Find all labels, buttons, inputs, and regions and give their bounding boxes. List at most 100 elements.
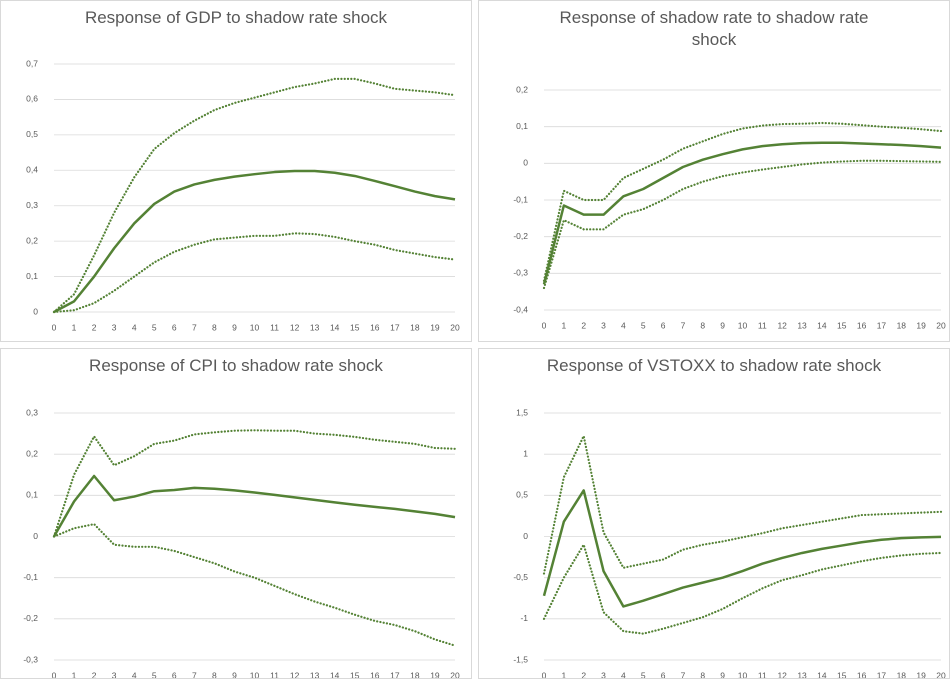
- x-tick-label: 0: [542, 320, 547, 330]
- x-tick-label: 3: [601, 320, 606, 330]
- y-tick-label: 0: [33, 306, 38, 316]
- x-tick-label: 9: [720, 320, 725, 330]
- x-tick-label: 2: [581, 670, 586, 678]
- y-tick-label: 0,5: [26, 129, 38, 139]
- x-tick-label: 5: [152, 322, 157, 332]
- x-tick-label: 10: [250, 670, 260, 678]
- x-tick-label: 11: [758, 670, 767, 678]
- chart: -1,5-1-0,500,511,50 1 2 3 4 5 6 7 8 9 10 11 12 13 14 15…: [513, 407, 946, 678]
- chart-panel: Response of CPI to shadow rate shock -0,3…: [0, 348, 472, 679]
- x-tick-label: 13: [310, 670, 320, 678]
- y-tick-label: 0,3: [26, 200, 38, 210]
- x-tick-label: 2: [581, 320, 586, 330]
- x-tick-label: 1: [561, 670, 566, 678]
- x-tick-label: 4: [621, 320, 626, 330]
- x-tick-label: 12: [290, 670, 300, 678]
- x-tick-label: 18: [410, 670, 420, 678]
- x-tick-label: 2: [92, 670, 97, 678]
- x-tick-label: 20: [450, 322, 460, 332]
- x-tick-label: 1: [561, 320, 566, 330]
- x-tick-label: 8: [212, 670, 217, 678]
- y-tick-label: 0,5: [516, 490, 528, 500]
- x-tick-label: 12: [777, 320, 787, 330]
- x-tick-label: 7: [192, 322, 197, 332]
- x-tick-label: 18: [897, 670, 907, 678]
- y-tick-label: 0,1: [26, 271, 38, 281]
- chart: -0,4-0,3-0,2-0,100,10,20 1 2 3 4 5 6 7 8 9 10 11 12 1…: [513, 84, 946, 330]
- y-tick-label: 0,2: [516, 84, 528, 94]
- x-tick-label: 19: [916, 320, 926, 330]
- y-tick-label: 0,3: [26, 407, 38, 417]
- band-line: [542, 434, 943, 575]
- x-tick-label: 19: [430, 322, 440, 332]
- x-tick-label: 14: [330, 322, 340, 332]
- x-tick-label: 7: [681, 670, 686, 678]
- band-line: [542, 543, 943, 635]
- y-tick-label: -1: [520, 613, 528, 623]
- band-line: [52, 77, 457, 314]
- y-tick-label: 0,2: [26, 235, 38, 245]
- x-tick-label: 13: [797, 320, 807, 330]
- response-line: [52, 474, 456, 538]
- x-tick-label: 14: [817, 320, 827, 330]
- x-tick-label: 9: [720, 670, 725, 678]
- x-tick-label: 7: [681, 320, 686, 330]
- x-tick-label: 8: [700, 670, 705, 678]
- x-tick-label: 13: [797, 670, 807, 678]
- band-line: [52, 523, 457, 647]
- x-tick-label: 12: [290, 322, 300, 332]
- response-line: [542, 141, 942, 285]
- x-tick-label: 16: [370, 322, 380, 332]
- x-tick-label: 6: [172, 670, 177, 678]
- x-tick-label: 1: [72, 670, 77, 678]
- band-line: [52, 232, 457, 314]
- x-tick-label: 16: [857, 320, 867, 330]
- x-tick-label: 11: [270, 670, 279, 678]
- y-tick-label: 0,2: [26, 448, 38, 458]
- x-tick-label: 10: [250, 322, 260, 332]
- x-tick-label: 2: [92, 322, 97, 332]
- x-tick-label: 15: [350, 322, 360, 332]
- band-line: [542, 159, 943, 290]
- x-tick-label: 17: [390, 322, 400, 332]
- x-tick-label: 10: [738, 320, 748, 330]
- y-tick-label: -1,5: [513, 654, 528, 664]
- band-line: [52, 429, 457, 538]
- x-tick-label: 9: [232, 670, 237, 678]
- y-tick-label: -0,3: [23, 654, 38, 664]
- y-tick-label: 0: [33, 531, 38, 541]
- y-tick-label: 1,5: [516, 407, 528, 417]
- y-tick-label: -0,5: [513, 572, 528, 582]
- y-tick-label: 1: [523, 448, 528, 458]
- x-tick-label: 5: [152, 670, 157, 678]
- y-tick-label: 0,7: [26, 58, 38, 68]
- x-tick-label: 18: [897, 320, 907, 330]
- x-tick-label: 15: [350, 670, 360, 678]
- y-tick-label: -0,2: [23, 613, 38, 623]
- band-line: [542, 121, 943, 282]
- x-tick-label: 15: [837, 320, 847, 330]
- x-tick-label: 19: [916, 670, 926, 678]
- chart-title: Response of CPI to shadow rate shock: [89, 356, 383, 375]
- x-tick-label: 5: [641, 670, 646, 678]
- x-tick-label: 5: [641, 320, 646, 330]
- x-tick-label: 9: [232, 322, 237, 332]
- x-tick-label: 12: [777, 670, 787, 678]
- x-tick-label: 8: [700, 320, 705, 330]
- response-line: [542, 489, 942, 608]
- x-tick-label: 6: [172, 322, 177, 332]
- x-tick-label: 19: [430, 670, 440, 678]
- y-tick-label: 0: [523, 158, 528, 168]
- chart-title: Response of GDP to shadow rate shock: [84, 8, 388, 27]
- chart: -0,3-0,2-0,100,10,20,30 1 2 3 4 5 6 7 8 9 10 11 12 13…: [23, 407, 460, 678]
- chart-panel: Response of VSTOXX to shadow rate shock -…: [478, 348, 950, 679]
- x-tick-label: 4: [132, 670, 137, 678]
- x-tick-label: 10: [738, 670, 748, 678]
- x-tick-label: 20: [450, 670, 460, 678]
- y-tick-label: 0,1: [516, 121, 528, 131]
- chart-title: Response of shadow rate to shadow rate s…: [559, 8, 869, 49]
- x-tick-label: 8: [212, 322, 217, 332]
- x-tick-label: 4: [132, 322, 137, 332]
- x-tick-label: 7: [192, 670, 197, 678]
